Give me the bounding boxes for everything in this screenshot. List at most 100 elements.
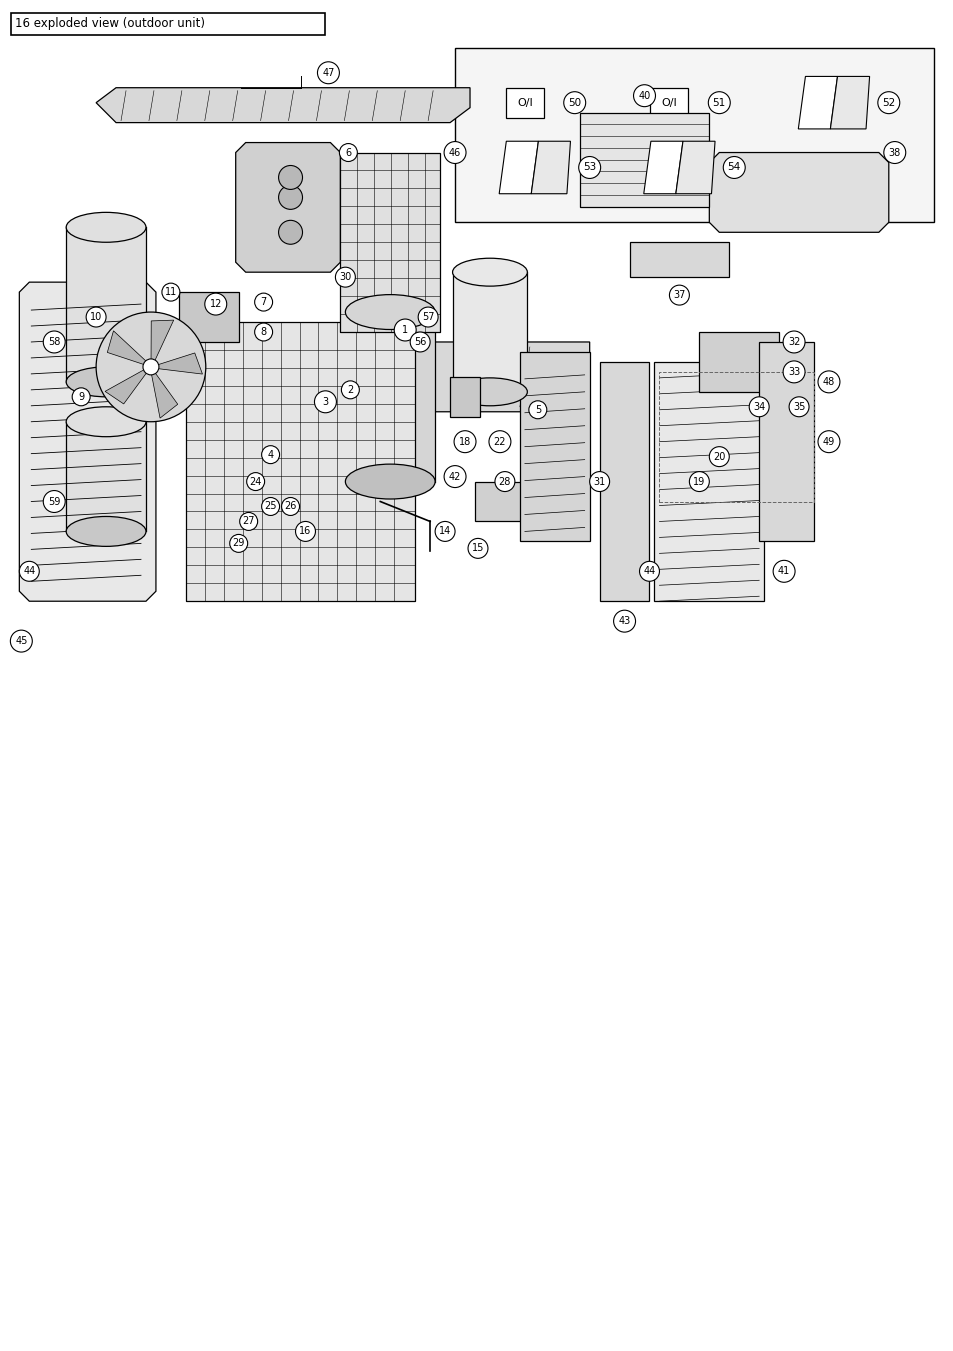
Text: I/I: I/I xyxy=(820,97,830,108)
Polygon shape xyxy=(107,331,148,365)
Bar xyxy=(759,342,813,542)
Text: 5: 5 xyxy=(534,405,540,415)
Text: 29: 29 xyxy=(233,539,245,549)
Circle shape xyxy=(495,471,515,492)
Polygon shape xyxy=(96,88,470,123)
Text: 43: 43 xyxy=(618,616,630,626)
Polygon shape xyxy=(151,372,177,417)
Text: 58: 58 xyxy=(48,336,60,347)
Bar xyxy=(475,481,539,521)
Text: 18: 18 xyxy=(458,436,471,447)
Circle shape xyxy=(43,490,65,512)
Circle shape xyxy=(239,512,257,531)
Ellipse shape xyxy=(66,212,146,242)
Circle shape xyxy=(444,142,466,163)
Circle shape xyxy=(563,92,585,113)
Text: 40: 40 xyxy=(638,91,650,101)
Text: 44: 44 xyxy=(642,566,655,577)
Circle shape xyxy=(10,630,32,653)
Circle shape xyxy=(633,85,655,107)
Bar xyxy=(579,112,709,207)
Text: 47: 47 xyxy=(322,68,335,78)
Circle shape xyxy=(689,471,709,492)
Circle shape xyxy=(613,611,635,632)
Circle shape xyxy=(489,431,511,453)
Bar xyxy=(650,88,688,118)
Polygon shape xyxy=(643,142,682,193)
Polygon shape xyxy=(675,142,715,193)
Bar xyxy=(505,88,543,118)
Bar xyxy=(345,312,435,481)
Circle shape xyxy=(410,332,430,353)
Text: 14: 14 xyxy=(438,527,451,536)
Circle shape xyxy=(278,220,302,245)
Text: 8: 8 xyxy=(260,327,267,336)
Circle shape xyxy=(772,561,794,582)
Circle shape xyxy=(317,62,339,84)
Text: 20: 20 xyxy=(712,451,724,462)
Circle shape xyxy=(278,185,302,209)
Ellipse shape xyxy=(345,465,435,499)
Text: 16 exploded view (outdoor unit): 16 exploded view (outdoor unit) xyxy=(15,18,205,31)
Ellipse shape xyxy=(345,295,435,330)
Circle shape xyxy=(722,157,744,178)
Circle shape xyxy=(782,361,804,382)
Text: 41: 41 xyxy=(777,566,789,577)
Circle shape xyxy=(394,319,416,340)
Text: 56: 56 xyxy=(414,336,426,347)
Bar xyxy=(186,322,415,601)
Circle shape xyxy=(86,307,106,327)
Text: 52: 52 xyxy=(882,97,895,108)
Text: 25: 25 xyxy=(264,501,276,512)
Text: 10: 10 xyxy=(90,312,102,322)
Circle shape xyxy=(314,390,336,413)
Text: 11: 11 xyxy=(165,288,177,297)
Ellipse shape xyxy=(452,258,527,286)
Circle shape xyxy=(435,521,455,542)
Circle shape xyxy=(230,535,248,553)
Circle shape xyxy=(817,431,839,453)
Polygon shape xyxy=(531,142,570,193)
Circle shape xyxy=(877,92,899,113)
Circle shape xyxy=(341,381,359,399)
Polygon shape xyxy=(240,342,589,412)
Text: 54: 54 xyxy=(727,162,740,173)
Circle shape xyxy=(444,466,466,488)
Text: 12: 12 xyxy=(210,299,222,309)
Ellipse shape xyxy=(452,378,527,405)
Circle shape xyxy=(528,401,546,419)
Text: 4: 4 xyxy=(267,450,274,459)
Text: 31: 31 xyxy=(593,477,605,486)
Text: 50: 50 xyxy=(568,97,580,108)
Text: 32: 32 xyxy=(787,336,800,347)
Polygon shape xyxy=(105,369,148,404)
Ellipse shape xyxy=(66,367,146,397)
Text: 30: 30 xyxy=(339,272,351,282)
Polygon shape xyxy=(151,320,173,363)
Text: 57: 57 xyxy=(421,312,434,322)
Circle shape xyxy=(454,431,476,453)
Text: 38: 38 xyxy=(888,147,900,158)
Circle shape xyxy=(19,561,39,581)
Circle shape xyxy=(788,397,808,416)
Text: 45: 45 xyxy=(15,636,28,646)
Text: 35: 35 xyxy=(792,401,804,412)
Circle shape xyxy=(254,323,273,340)
Text: 1: 1 xyxy=(402,326,408,335)
Circle shape xyxy=(261,497,279,516)
Text: 16: 16 xyxy=(299,527,312,536)
Circle shape xyxy=(335,267,355,288)
Circle shape xyxy=(261,446,279,463)
Polygon shape xyxy=(19,282,155,601)
Text: 15: 15 xyxy=(472,543,484,554)
Bar xyxy=(178,292,238,342)
Polygon shape xyxy=(155,353,202,374)
Text: 48: 48 xyxy=(822,377,834,386)
Text: 37: 37 xyxy=(673,290,685,300)
Text: 7: 7 xyxy=(260,297,267,307)
Circle shape xyxy=(281,497,299,516)
Text: 9: 9 xyxy=(78,392,84,401)
Circle shape xyxy=(72,388,90,405)
Text: O/I: O/I xyxy=(517,97,532,108)
Text: 42: 42 xyxy=(449,471,460,481)
